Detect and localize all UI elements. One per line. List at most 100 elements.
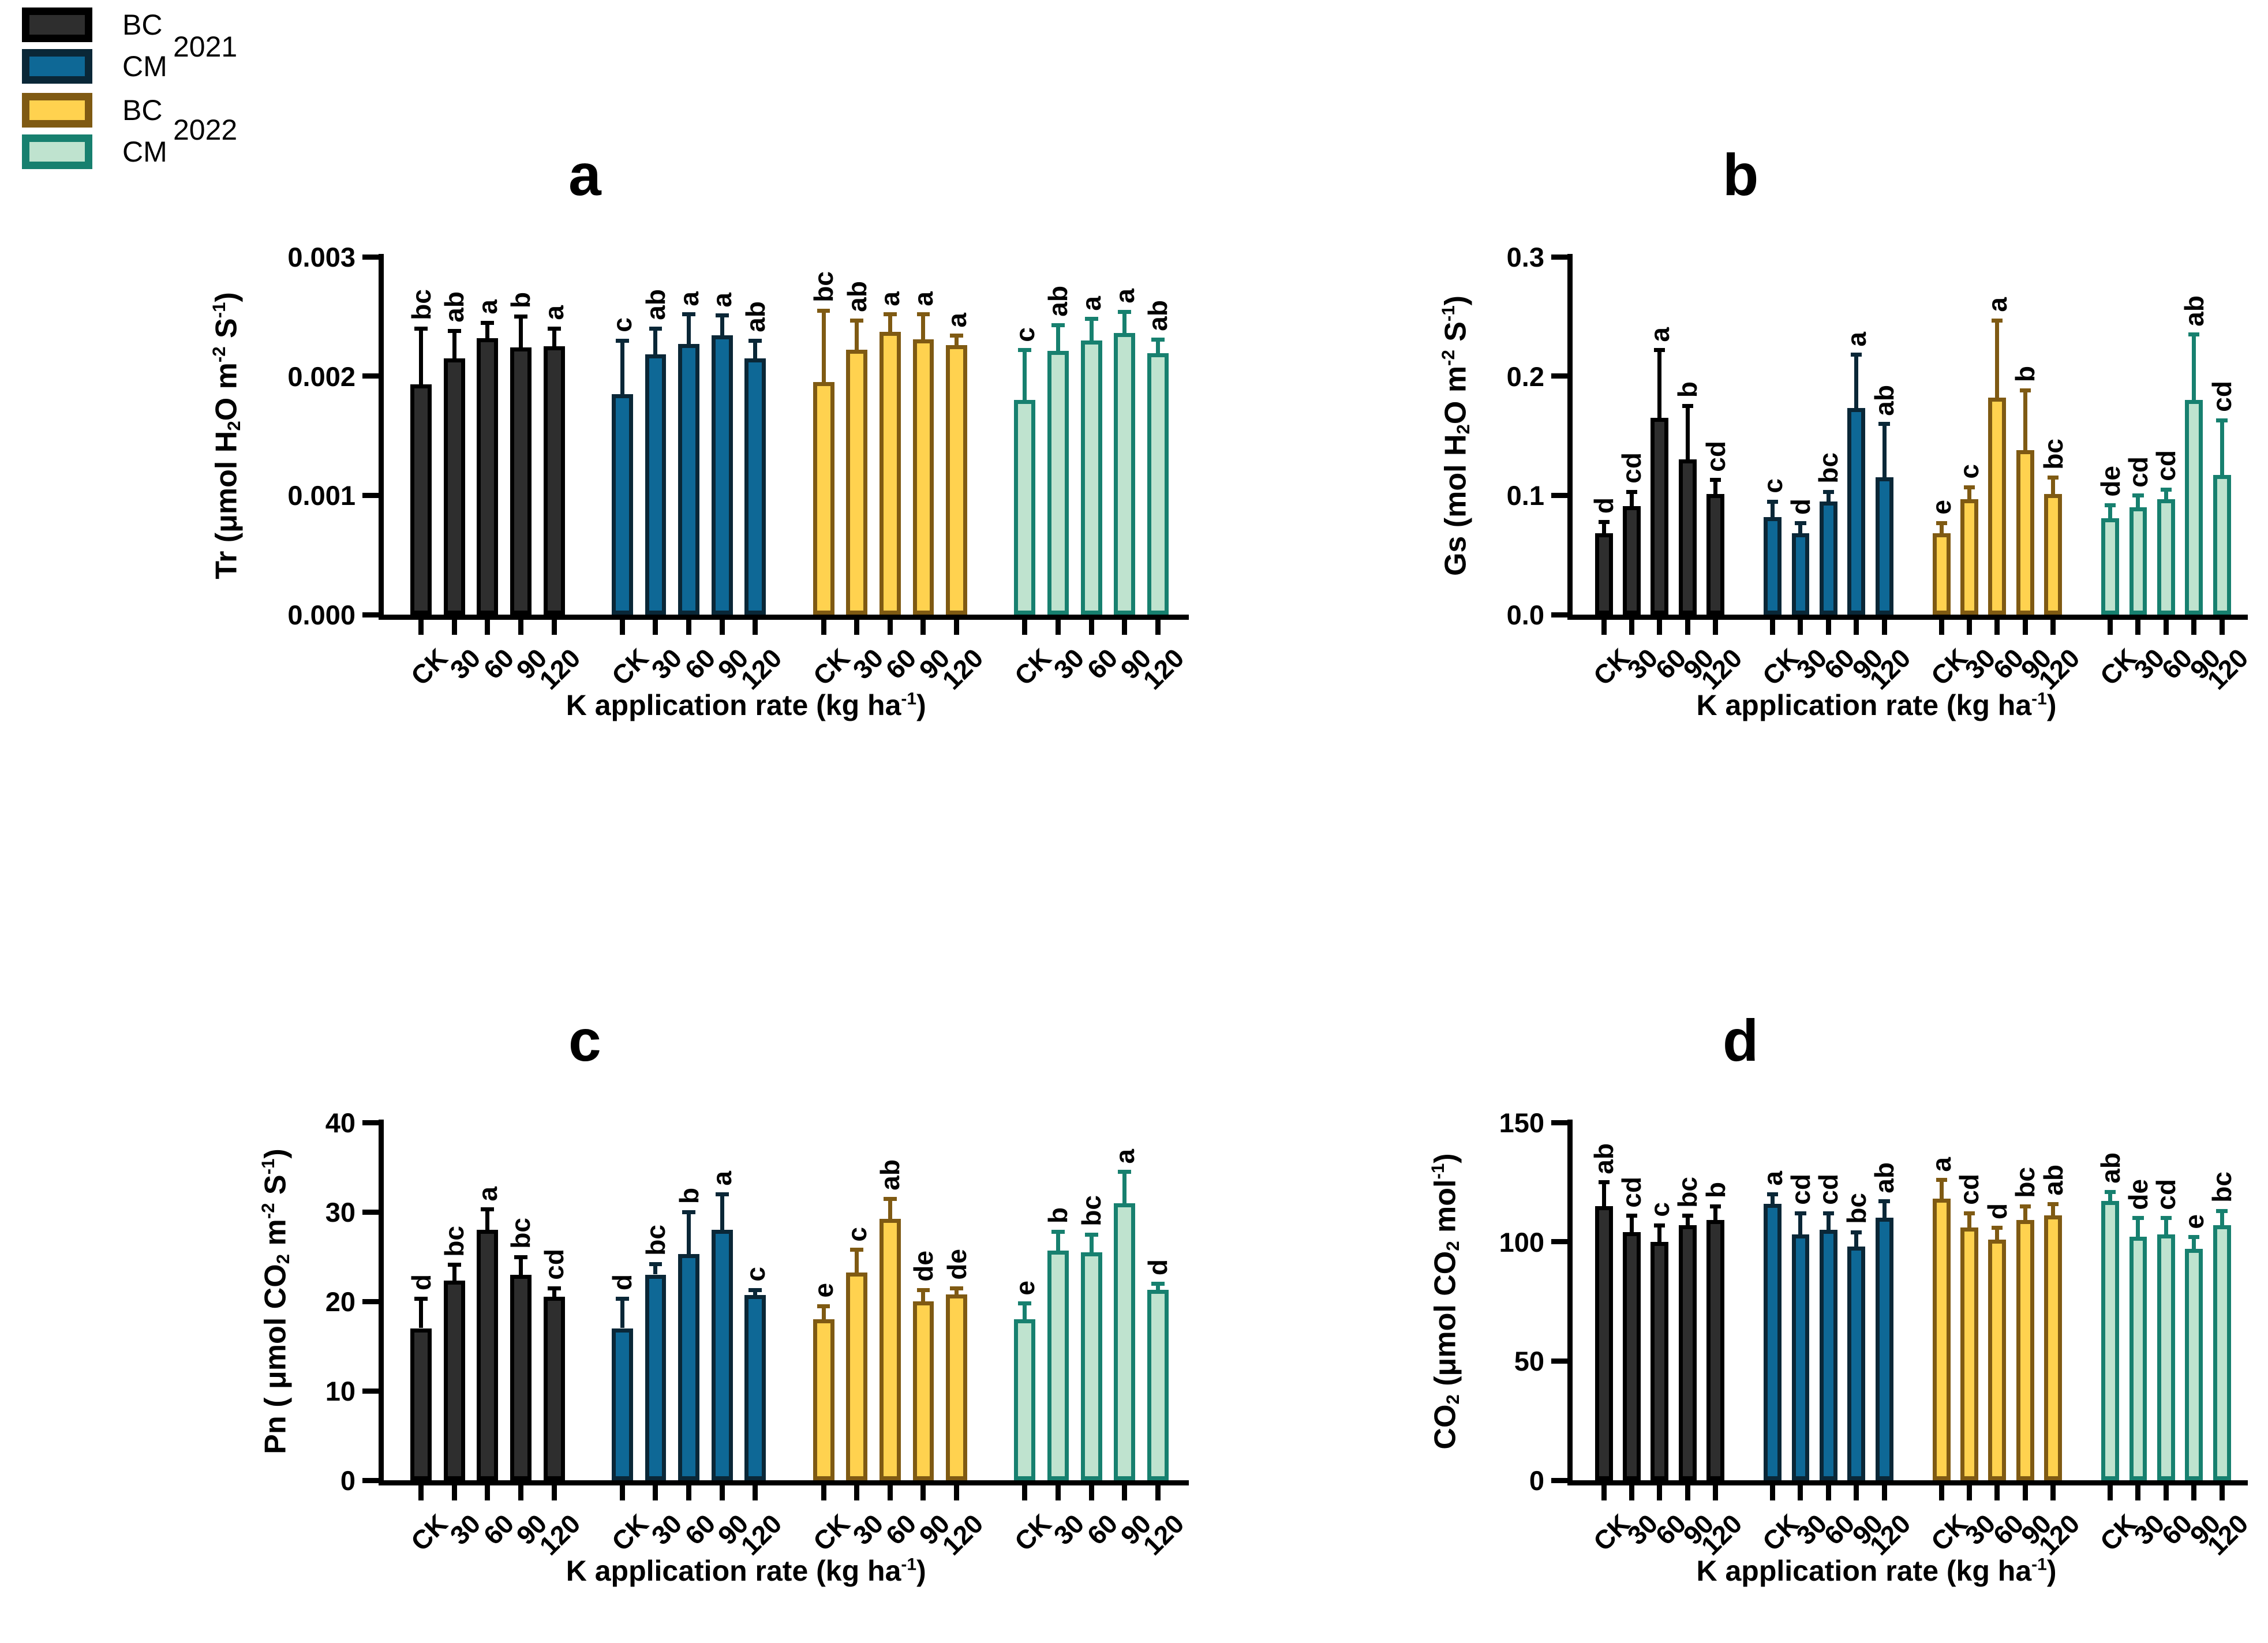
sig-letter-text: bc [1672, 1176, 1703, 1208]
error-bar-stem [921, 314, 926, 339]
bar [1819, 1230, 1837, 1480]
x-tick-mark [1055, 620, 1061, 635]
bar [744, 1295, 766, 1480]
error-bar-stem [1826, 1213, 1831, 1230]
error-bar-cap [2132, 1216, 2144, 1221]
y-tick-mark [1551, 1358, 1567, 1364]
y-axis-label: Pn ( μmol CO2 m-2 S-1) [250, 1122, 293, 1480]
y-tick-mark [362, 1477, 379, 1483]
x-axis-label: K application rate (kg ha-1) [486, 688, 1006, 722]
sig-letter: bc [641, 1159, 671, 1256]
y-tick-mark [1551, 1120, 1567, 1125]
x-tick-mark [1938, 620, 1944, 635]
sig-letter: de [908, 1185, 938, 1282]
error-bar-cap [481, 320, 495, 325]
label-text: ) [259, 1148, 293, 1159]
error-bar-cap [715, 1192, 729, 1196]
error-bar-stem [1657, 1225, 1662, 1242]
sig-letter: ab [641, 223, 671, 320]
y-tick-label: 0.3 [1506, 242, 1544, 272]
bar [1678, 459, 1697, 615]
x-tick-mark [2108, 1485, 2113, 1500]
error-bar-stem [1995, 1227, 2000, 1240]
error-bar-cap [1018, 348, 1032, 353]
sig-letter: ab [2095, 1087, 2125, 1184]
sig-letter-text: e [1009, 1280, 1040, 1296]
bar [1014, 400, 1036, 615]
sig-letter: cd [2151, 1113, 2181, 1210]
sig-letter-text: ab [1869, 1162, 1900, 1193]
bar [2157, 499, 2175, 615]
sig-letter-text: cd [2151, 1178, 2181, 1210]
sig-letter-text: cd [2123, 456, 2153, 488]
error-bar-stem [1854, 354, 1859, 409]
error-bar-stem [1089, 1234, 1094, 1252]
error-bar-stem [921, 1289, 926, 1301]
y-tick-label: 0.1 [1506, 480, 1544, 511]
error-bar-stem [2164, 1218, 2168, 1235]
error-bar-cap [2216, 418, 2228, 423]
error-bar-stem [2108, 504, 2113, 518]
error-bar-stem [1771, 1194, 1775, 1204]
error-bar-cap [1851, 353, 1862, 357]
error-bar-cap [817, 1304, 830, 1308]
error-bar-cap [414, 327, 428, 331]
error-bar-cap [1682, 404, 1693, 409]
error-bar-stem [518, 316, 523, 348]
sig-letter: ab [740, 235, 770, 332]
error-bar-stem [2108, 1191, 2113, 1202]
error-bar-stem [1155, 1283, 1160, 1290]
error-bar-stem [485, 322, 490, 338]
x-tick-mark [1657, 1485, 1663, 1500]
sig-letter: ab [1043, 220, 1073, 317]
error-bar-stem [888, 314, 892, 332]
y-tick-label: 10 [325, 1376, 355, 1406]
x-tick-mark [1825, 620, 1831, 635]
error-bar-cap [481, 1207, 495, 1212]
bar [813, 382, 834, 615]
legend-year-2021: 2021 [173, 31, 238, 63]
y-tick-mark [362, 1209, 379, 1215]
x-tick-mark [1798, 620, 1803, 635]
label-subscript: 2 [1453, 424, 1474, 435]
label-text: K application rate (kg ha [566, 689, 901, 721]
bar [2044, 1215, 2062, 1480]
x-tick-mark [2191, 1485, 2197, 1500]
bar [443, 1281, 465, 1480]
error-bar-cap [1654, 1223, 1666, 1227]
sig-letter-text: c [1644, 1202, 1675, 1217]
legend-label: CM [122, 50, 167, 83]
bar [1960, 1227, 1978, 1480]
x-tick-mark [2050, 620, 2056, 635]
sig-letter-text: de [908, 1251, 938, 1282]
y-tick-label: 50 [1514, 1346, 1544, 1377]
error-bar-stem [1056, 324, 1060, 351]
error-bar-cap [649, 1262, 663, 1266]
bar [1623, 1232, 1641, 1480]
label-text: O m [209, 362, 244, 421]
bar [1764, 517, 1782, 615]
x-axis [379, 615, 1189, 620]
x-tick-mark [821, 1485, 826, 1500]
sig-letter: ab [2179, 229, 2209, 327]
bar [1595, 533, 1613, 615]
error-bar-cap [2019, 388, 2031, 393]
x-tick-mark [1022, 1485, 1028, 1500]
bar [1706, 494, 1724, 615]
bar [744, 358, 766, 615]
error-bar-stem [1056, 1232, 1060, 1251]
error-bar-cap [883, 1196, 897, 1201]
bar [1651, 418, 1669, 615]
error-bar-cap [1118, 1170, 1132, 1174]
legend-item-bc-2021: BC [22, 8, 162, 42]
bar [2101, 518, 2120, 615]
error-bar-stem [753, 340, 758, 358]
label-superscript: -1 [1428, 1163, 1448, 1180]
sig-letter: b [674, 1107, 704, 1204]
panel-title-a: a [568, 142, 601, 208]
sig-letter: a [875, 209, 905, 306]
error-bar-cap [1878, 1199, 1890, 1204]
sig-letter: cd [2151, 384, 2181, 481]
x-tick-mark [551, 1485, 557, 1500]
x-tick-mark [551, 620, 557, 635]
